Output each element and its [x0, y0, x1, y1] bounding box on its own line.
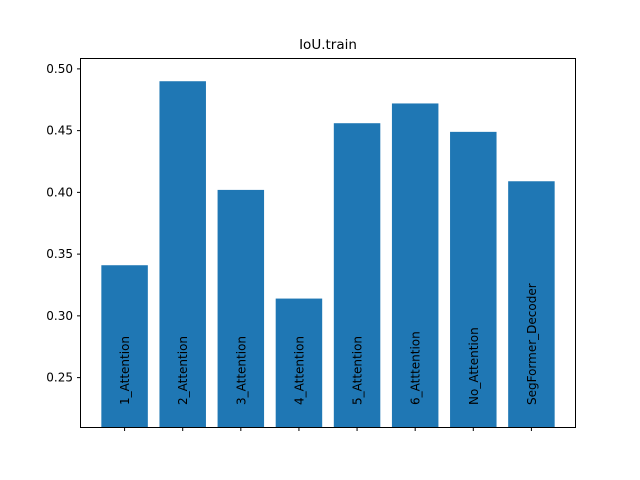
bar-label-1_Attention: 1_Attention — [118, 336, 132, 405]
y-tick-label: 0.25 — [46, 371, 73, 385]
bar-No_Attention — [450, 131, 497, 427]
plot-frame — [80, 58, 576, 428]
bar-6_Atttention — [391, 103, 439, 428]
bar-label-6_Atttention: 6_Atttention — [409, 331, 423, 405]
bar-label-2_Attention: 2_Attention — [176, 336, 190, 405]
bar-label-4_Attention: 4_Attention — [292, 336, 306, 405]
bar-5_Attention — [333, 123, 381, 427]
bar-label-5_Attention: 5_Attention — [351, 336, 365, 405]
bar-1_Attention — [101, 265, 148, 427]
y-tick-label: 0.50 — [46, 62, 73, 76]
y-tick-label: 0.40 — [46, 185, 73, 199]
bar-3_Attention — [217, 189, 265, 427]
bar-label-3_Attention: 3_Attention — [234, 336, 248, 405]
y-tick-label: 0.35 — [46, 247, 73, 261]
y-tick-label: 0.45 — [46, 124, 73, 138]
bar-4_Attention — [275, 298, 323, 427]
y-axis: 0.25 0.30 0.35 0.40 0.45 0.50 — [46, 62, 81, 385]
bars-group: 1_Attention 2_Attention 3_Attention 4_Atten… — [101, 81, 555, 428]
bar-label-SegFormer_Decoder: SegFormer_Decoder — [525, 283, 539, 405]
y-tick-label: 0.30 — [46, 309, 73, 323]
chart-title: IoU.train — [299, 37, 357, 53]
bar-label-No_Attention: No_Attention — [467, 327, 481, 405]
bar-SegFormer_Decoder — [508, 181, 555, 427]
bar-2_Attention — [159, 81, 206, 428]
